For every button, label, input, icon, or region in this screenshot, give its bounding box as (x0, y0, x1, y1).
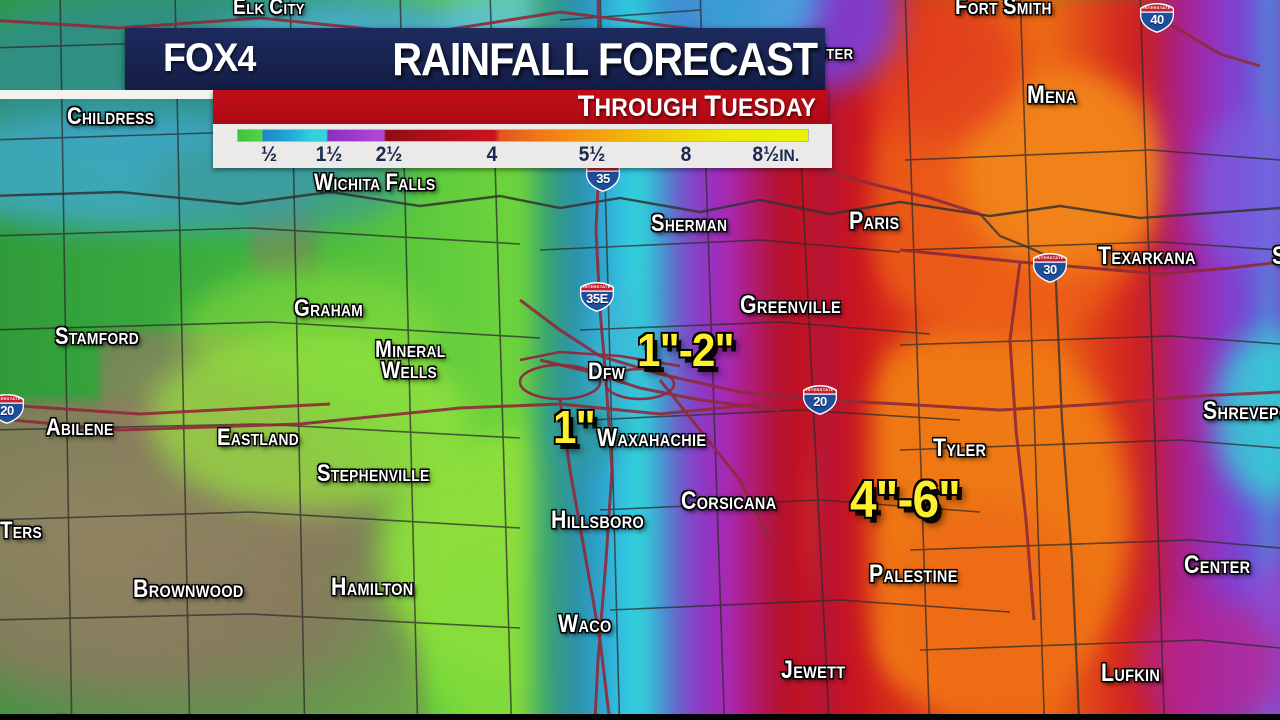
rainfall-amount-label: 4"-6" (850, 471, 961, 529)
city-label: STEPHENVILLE (317, 461, 430, 487)
channel-number: 4 (237, 38, 256, 79)
city-label: JEWETT (781, 657, 846, 684)
legend-tick: 4 (486, 143, 497, 166)
city-label: FORT SMITH (955, 0, 1052, 20)
city-label: PARIS (849, 208, 900, 235)
interstate-shield-icon: INTERSTATE 35E (578, 281, 616, 313)
legend-tick: 8 (680, 143, 692, 166)
city-label: EASTLAND (217, 425, 300, 451)
city-label: CORSICANA (681, 488, 777, 515)
city-label: GRAHAM (294, 296, 364, 322)
city-label: PALESTINE (869, 561, 958, 588)
legend-tick: 2½ (375, 143, 403, 166)
city-label: CENTER (1184, 552, 1251, 579)
rainfall-amount-label: 1" (553, 401, 596, 453)
city-label: STAMFORD (55, 324, 140, 350)
city-label: CHILDRESS (67, 104, 155, 130)
fox4-logo: FOX4 (163, 36, 256, 80)
city-label: GREENVILLE (740, 292, 842, 319)
city-label: WACO (558, 611, 612, 638)
city-label: HAMILTON (331, 574, 414, 601)
legend-tick: 5½ (578, 143, 606, 166)
subtitle-part-2: UESDAY (721, 94, 816, 122)
color-scale-bar (237, 129, 809, 142)
city-label: TERS (0, 518, 43, 544)
city-label: WELLS (381, 358, 438, 384)
city-label: LUFKIN (1101, 660, 1161, 687)
bottom-letterbox (0, 714, 1280, 720)
city-label: TEXARKANA (1098, 243, 1196, 270)
subtitle-cap-2: T (704, 90, 722, 123)
legend-tick: ½ (260, 143, 278, 166)
subtitle-cap-1: T (577, 90, 595, 123)
city-label: SHREVEPO (1203, 398, 1280, 425)
city-label: WAXAHACHIE (597, 425, 707, 452)
title-banner: FOX4 RAINFALL FORECAST (125, 28, 825, 90)
city-label: ABILENE (46, 415, 114, 441)
subtitle-part-1: HROUGH (594, 94, 705, 122)
city-label: DFW (588, 359, 626, 385)
city-label: MINERAL (375, 337, 446, 363)
fox-wordmark: FOX (163, 36, 238, 80)
rainfall-amount-label: 1"-2" (637, 324, 735, 376)
city-label: S (1272, 243, 1280, 271)
subtitle-bar: THROUGH TUESDAY (213, 90, 828, 124)
interstate-shield-icon: INTERSTATE 40 (1138, 2, 1176, 34)
city-label: WICHITA FALLS (314, 170, 436, 196)
city-label: TYLER (933, 435, 987, 462)
city-label: MENA (1027, 82, 1077, 109)
interstate-shield-icon: INTERSTATE 30 (1031, 252, 1069, 284)
legend-tick: 1½ (315, 143, 342, 166)
city-label: ELK CITY (233, 0, 305, 19)
subtitle-text: THROUGH TUESDAY (578, 92, 816, 123)
city-label: BROWNWOOD (133, 576, 244, 603)
city-label: HILLSBORO (551, 507, 645, 534)
banner-white-strip (0, 90, 213, 99)
page-title: RAINFALL FORECAST (392, 33, 818, 85)
rainfall-color-legend: ½ 1½ 2½ 4 5½ 8 8½IN. (213, 124, 832, 168)
legend-tick: 8½IN. (752, 143, 800, 166)
city-label: SHERMAN (651, 211, 728, 237)
